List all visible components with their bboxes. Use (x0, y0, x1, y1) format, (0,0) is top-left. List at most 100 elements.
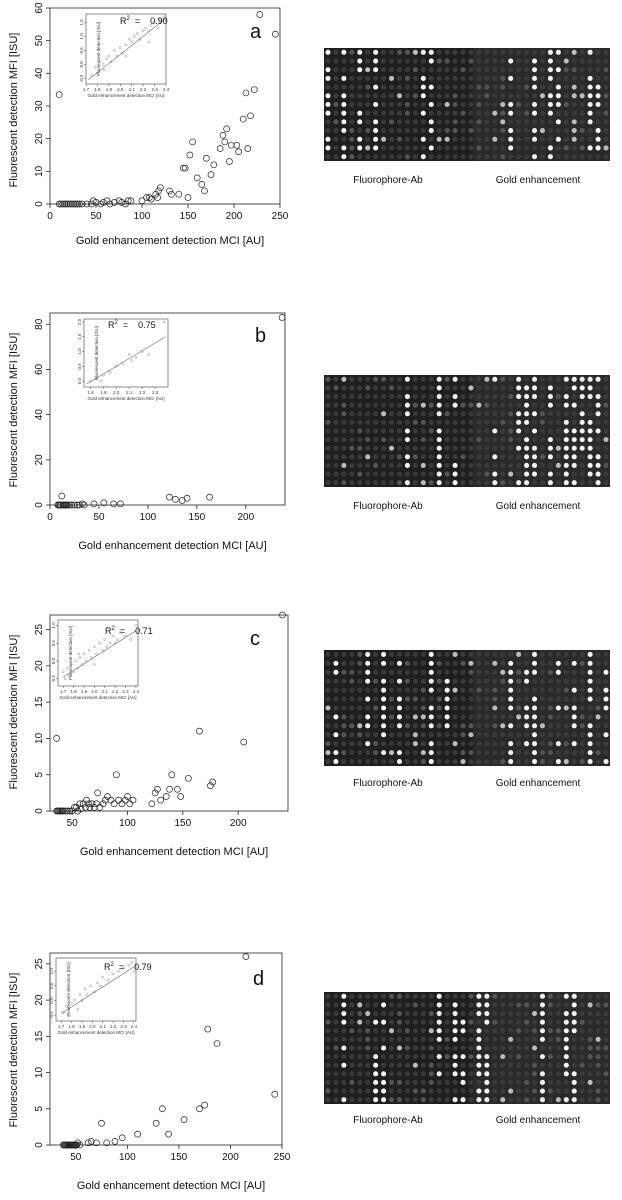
blot-spot (444, 669, 450, 675)
blot-spot (531, 1036, 538, 1042)
panel-letter: d (253, 968, 264, 990)
blot-spot (341, 480, 347, 486)
blot-spot (388, 437, 395, 443)
blot-spot (571, 385, 577, 391)
blot-spot (388, 993, 395, 999)
blot-spot (571, 84, 577, 90)
blot-spot (508, 660, 514, 666)
blot-spot (460, 49, 466, 55)
blot-spot (579, 93, 585, 99)
blot-spot (595, 393, 601, 400)
blot-spot (420, 471, 426, 477)
blot-spot (349, 1019, 355, 1025)
blot-spot (373, 1045, 379, 1051)
blot-spot (524, 445, 530, 451)
blot-spot (341, 393, 347, 400)
blot-spot (428, 480, 434, 486)
blot-spot (412, 741, 418, 747)
blot-spot (603, 119, 609, 125)
blot-spot (555, 58, 561, 64)
blot-spot (603, 660, 609, 666)
blot-spot (500, 67, 506, 73)
blot-spot (333, 480, 339, 486)
blot-spot (428, 1071, 434, 1077)
blot-spot (555, 411, 561, 417)
blot-spot (452, 402, 458, 408)
blot-spot (349, 462, 355, 469)
blot-spot (412, 750, 418, 756)
blot-spot (388, 67, 395, 73)
blot-spot (595, 58, 601, 64)
blot-spot (516, 101, 522, 108)
blot-spot (603, 437, 609, 443)
blot-spot (444, 445, 450, 451)
blot-spot (547, 660, 553, 666)
blot-spot (373, 136, 379, 142)
blot-spot (500, 1036, 506, 1042)
x-axis-label: Gold enhancement detection MCI [AU] (76, 235, 264, 247)
inset-data-point (85, 993, 89, 996)
blot-spot (539, 58, 546, 64)
blot-spot (333, 437, 339, 443)
inset-data-point (96, 71, 99, 75)
blot-spot (404, 1062, 410, 1068)
blot-spot (349, 385, 355, 391)
inset-plot: 1.7 1.8 1.9 2.0 2.1 2.2 2.3 2.4-0.50.00.51.01.5… (79, 13, 170, 98)
blot-spot (365, 687, 371, 693)
inset-y-axis-label: Fluorescent detection [ISU] (66, 962, 71, 1016)
x-tick-label: 0 (47, 211, 53, 222)
blot-spot (452, 58, 458, 64)
blot-spot (373, 1036, 379, 1042)
blot-spot (436, 1036, 442, 1042)
blot-spot (555, 75, 561, 81)
blot-spot (341, 385, 347, 391)
blot-spot (381, 669, 387, 675)
blot-spot (524, 1071, 530, 1077)
blot-spot (587, 678, 593, 684)
blot-spot (555, 741, 561, 747)
blot-spot (547, 454, 553, 460)
blot-spot (460, 393, 466, 400)
blot-spot (555, 84, 561, 90)
blot-spot (531, 993, 538, 999)
blot-spot (476, 1079, 482, 1086)
blot-spot (524, 758, 530, 765)
blot-spot (325, 119, 331, 125)
blot-spot (349, 376, 355, 382)
blot-spot (349, 110, 355, 116)
data-point (82, 804, 89, 811)
blot-spot (571, 714, 577, 720)
blot-spot (531, 741, 538, 747)
blot-spot (563, 714, 569, 720)
blot-spot (460, 419, 466, 425)
blot-spot (420, 402, 426, 408)
blot-spot (579, 705, 585, 711)
blot-spot (325, 758, 331, 765)
blot-spot (381, 75, 387, 81)
blot-spot (388, 705, 395, 711)
data-point (111, 199, 118, 206)
blot-spot (595, 445, 601, 451)
blot-spot (341, 145, 347, 151)
blot-spot (428, 419, 434, 425)
blot-spot (460, 714, 466, 720)
blot-spot (484, 993, 490, 999)
blot-spot (492, 678, 498, 684)
blot-spot (333, 128, 339, 134)
blot-spot (365, 678, 371, 684)
blot-spot (357, 385, 363, 391)
microarray-image (324, 650, 610, 766)
blot-spot (373, 723, 379, 729)
blot-spot (484, 136, 490, 142)
blot-spot (373, 687, 379, 693)
blot-spot (373, 993, 379, 999)
blot-spot (500, 93, 506, 99)
blot-spot (531, 75, 538, 81)
blot-spot (420, 437, 426, 443)
blot-spot (516, 136, 522, 142)
blot-spot (388, 445, 395, 451)
blot-spot (325, 428, 331, 434)
data-point (233, 141, 241, 149)
blot-spot (484, 696, 490, 702)
x-tick-label: 100 (140, 512, 157, 523)
